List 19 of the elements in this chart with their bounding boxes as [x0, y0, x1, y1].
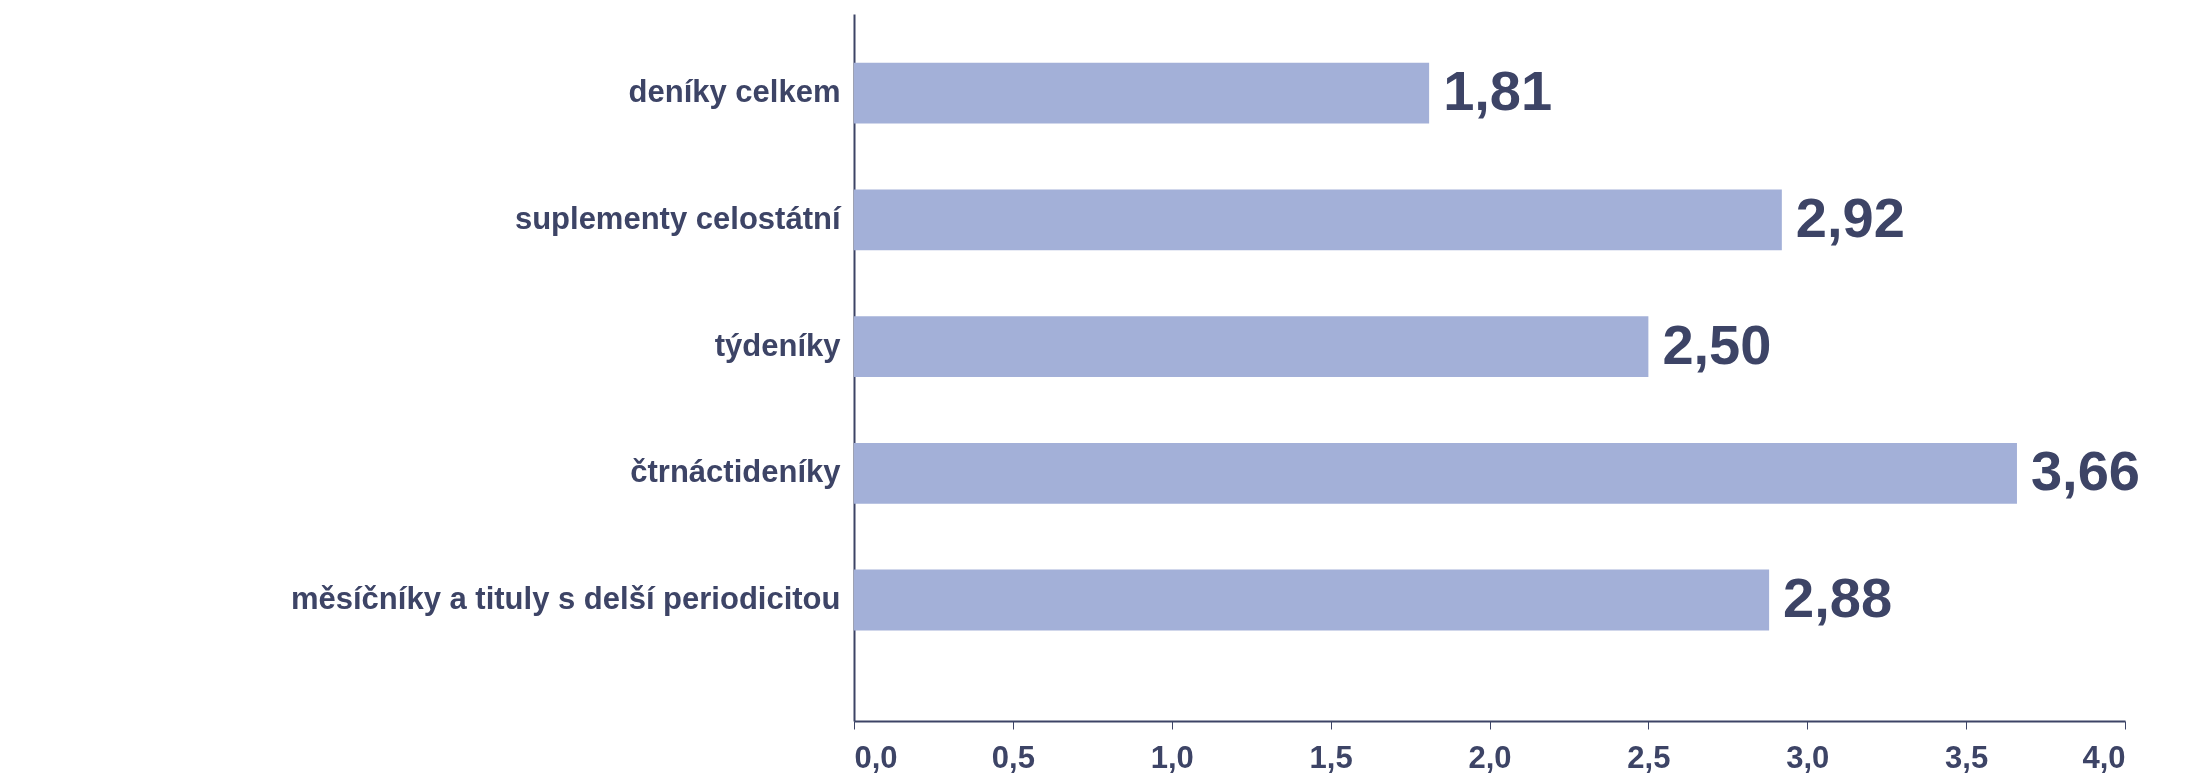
x-tick-label: 2,5 [1627, 739, 1671, 775]
data-label: 2,50 [1662, 312, 1772, 376]
x-tick-label: 0,5 [991, 739, 1035, 775]
data-label: 2,92 [1795, 185, 1905, 249]
x-tick-label: 2,0 [1468, 739, 1512, 775]
data-label: 3,66 [2030, 439, 2140, 503]
y-tick-label: týdeníky [714, 327, 842, 363]
x-tick-label: 0,0 [854, 739, 898, 775]
x-tick-label: 1,5 [1309, 739, 1353, 775]
y-tick-label: deníky celkem [628, 74, 841, 110]
x-tick-label: 3,0 [1786, 739, 1830, 775]
data-label: 2,88 [1783, 566, 1893, 629]
y-tick-label: čtrnáctideníky [630, 454, 842, 490]
data-label: 1,81 [1443, 59, 1553, 123]
y-tick-label: suplementy celostátní [514, 200, 842, 236]
x-tick-label: 4,0 [2082, 739, 2126, 775]
x-tick-label: 1,0 [1150, 739, 1194, 775]
y-tick-label: měsíčníky a tituly s delší periodicitou [290, 581, 841, 616]
x-tick-label: 3,5 [1945, 739, 1989, 775]
